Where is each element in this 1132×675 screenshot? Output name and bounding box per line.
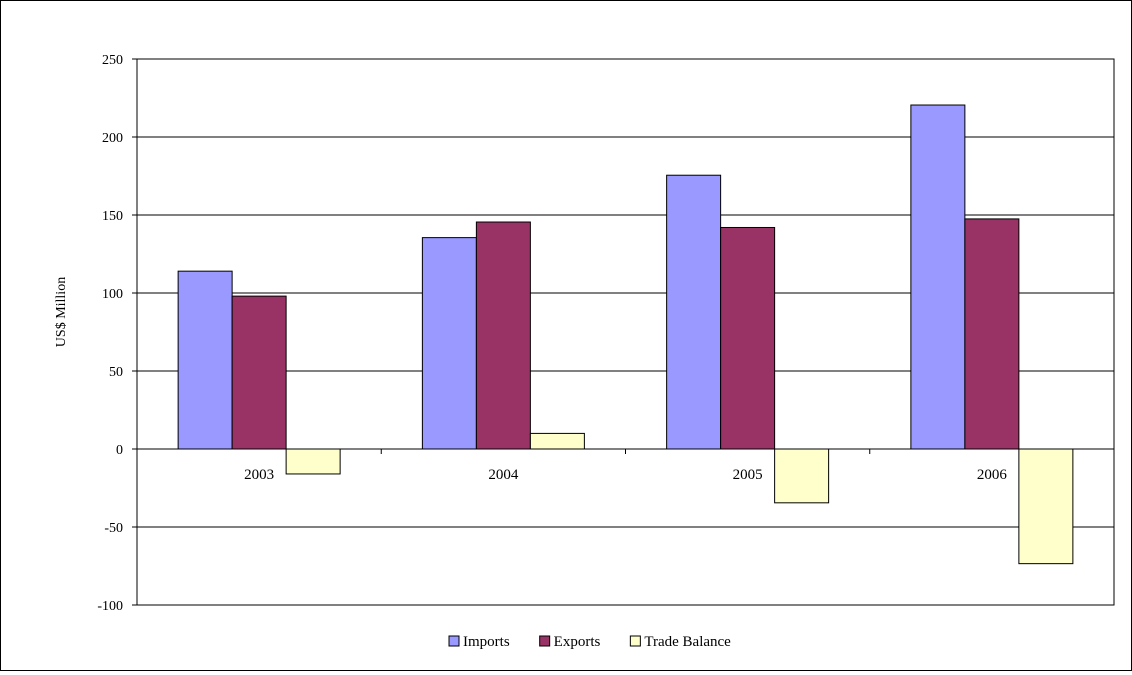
y-tick-label: 250 bbox=[102, 53, 123, 68]
y-axis-label: US$ Million bbox=[54, 277, 69, 347]
legend-label: Imports bbox=[463, 634, 510, 650]
legend-swatch bbox=[629, 635, 641, 647]
bar-exports-2003 bbox=[231, 295, 287, 450]
bar-imports-2004 bbox=[421, 237, 477, 450]
x-tick-label: 2006 bbox=[977, 467, 1008, 483]
x-tick-labels: 2003 2004 2005 2006 bbox=[244, 467, 1007, 483]
legend: Imports Exports Trade Balance bbox=[448, 634, 731, 650]
x-tick-label: 2003 bbox=[244, 467, 274, 483]
y-tick-label: -50 bbox=[104, 521, 123, 536]
y-tick-label: 200 bbox=[102, 131, 123, 146]
y-tick-label: 100 bbox=[102, 287, 123, 302]
legend-swatch bbox=[448, 635, 460, 647]
bars bbox=[177, 104, 1074, 565]
legend-swatch bbox=[539, 635, 551, 647]
bar-exports-2004 bbox=[475, 221, 531, 450]
legend-label: Exports bbox=[554, 634, 601, 650]
y-tick-label: 50 bbox=[109, 365, 123, 380]
y-tick-label: 0 bbox=[116, 443, 123, 458]
y-tick-labels: -100 -50 0 50 100 150 200 250 bbox=[97, 53, 123, 614]
x-tick-label: 2005 bbox=[733, 467, 763, 483]
y-tick-label: -100 bbox=[97, 599, 123, 614]
bar-trade-balance-2006 bbox=[1018, 448, 1074, 565]
x-tick-label: 2004 bbox=[488, 467, 519, 483]
bar-imports-2006 bbox=[910, 104, 966, 450]
bar-exports-2006 bbox=[964, 218, 1020, 450]
bar-trade-balance-2003 bbox=[285, 448, 341, 475]
bar-trade-balance-2005 bbox=[774, 448, 830, 504]
x-axis-ticks bbox=[136, 449, 1115, 454]
y-tick-label: 150 bbox=[102, 209, 123, 224]
bar-imports-2005 bbox=[666, 174, 722, 450]
bar-exports-2005 bbox=[720, 226, 776, 450]
plot-area-border bbox=[136, 58, 1115, 606]
legend-label: Trade Balance bbox=[644, 634, 731, 650]
bar-imports-2003 bbox=[177, 270, 233, 450]
bar-trade-balance-2004 bbox=[529, 432, 585, 450]
